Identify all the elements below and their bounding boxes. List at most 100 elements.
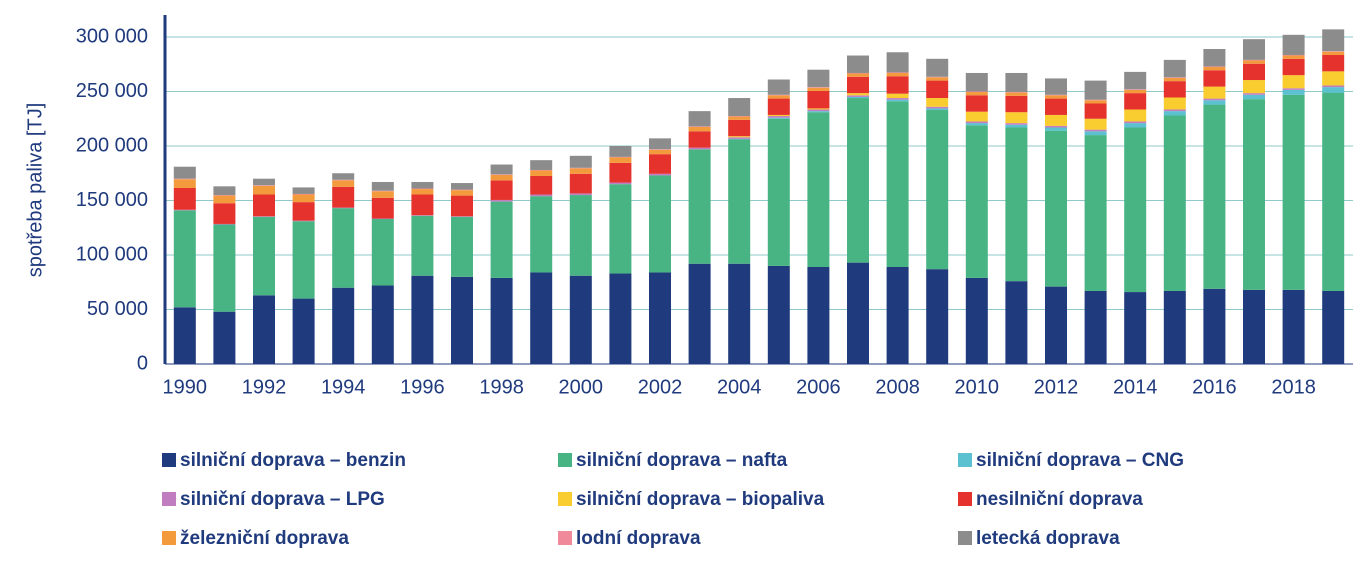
bar-segment [609, 184, 632, 274]
bar-segment [728, 116, 751, 120]
legend-label: silniční doprava – LPG [180, 489, 385, 510]
bar-segment [173, 178, 196, 180]
legend-label: silniční doprava – biopaliva [576, 489, 825, 510]
bar-segment [807, 111, 830, 113]
x-tick-label: 2002 [638, 376, 683, 398]
bar-segment [292, 193, 315, 195]
bar-segment [847, 95, 869, 97]
bar-segment [965, 92, 988, 96]
bar-segment [1243, 60, 1265, 64]
bar-segment [1322, 29, 1345, 52]
bar-segment [1163, 81, 1186, 98]
legend-label: silniční doprava – benzin [180, 450, 406, 471]
x-tick-label: 2018 [1271, 376, 1316, 398]
bar-segment [1203, 86, 1226, 99]
bar-segment [490, 199, 513, 202]
bar-segment [332, 186, 355, 208]
bar-segment [767, 118, 790, 266]
bar-segment [1322, 51, 1345, 52]
bar-segment [1282, 88, 1305, 90]
bar-segment [688, 131, 711, 148]
bar-segment [807, 109, 830, 112]
bar-segment [847, 73, 869, 77]
bar-segment [1045, 78, 1067, 95]
bar-segment [926, 106, 949, 109]
bar-segment [569, 167, 592, 169]
bar-segment [1203, 70, 1226, 87]
bar-segment [609, 146, 632, 157]
bar-segment [1045, 130, 1067, 287]
bar-segment [1124, 123, 1147, 128]
bar-segment [886, 76, 909, 94]
bar-segment [1124, 292, 1147, 364]
bar-segment [649, 272, 671, 364]
bar-segment [926, 58, 949, 77]
bar-segment [807, 87, 830, 88]
bar-segment [490, 180, 513, 200]
bar-segment [213, 195, 236, 204]
bar-segment [332, 179, 355, 181]
legend-swatch [162, 453, 176, 467]
bar-segment [767, 117, 790, 119]
bar-segment [1045, 114, 1067, 126]
bar-segment [1282, 54, 1305, 56]
bar-segment [1084, 100, 1107, 104]
bar-segment [688, 147, 711, 150]
bar-segment [411, 188, 434, 190]
bar-segment [1045, 94, 1067, 96]
bar-segment [1084, 135, 1107, 291]
bar-segment [728, 137, 751, 139]
bar-segment [1005, 95, 1028, 113]
bar-segment [173, 209, 196, 211]
bar-segment [1243, 289, 1265, 364]
bar-segment [292, 202, 315, 221]
bar-segment [1084, 99, 1107, 101]
x-tick-label: 2010 [955, 376, 1000, 398]
bar-segment [213, 203, 236, 224]
bar-segment [1322, 51, 1345, 55]
bar-segment [1282, 58, 1305, 76]
bar-segment [609, 182, 632, 185]
bar-segment [728, 116, 751, 117]
bar-segment [451, 190, 473, 196]
legend-swatch [558, 531, 572, 545]
bar-segment [1124, 89, 1147, 94]
bar-segment [847, 262, 869, 364]
bar-segment [1203, 104, 1226, 289]
bar-segment [490, 174, 513, 181]
x-tick-label: 1998 [479, 376, 524, 398]
bar-segment [886, 99, 909, 102]
bar-segment [847, 72, 869, 74]
bar-segment [1084, 80, 1107, 100]
bar-segment [847, 96, 869, 99]
bar-segment [411, 194, 434, 216]
bar-segment [807, 69, 830, 88]
bar-segment [213, 311, 236, 364]
bar-segment [569, 275, 592, 364]
bar-segment [253, 185, 275, 186]
bar-segment [767, 265, 790, 364]
bar-segment [1203, 98, 1226, 101]
bar-segment [1005, 123, 1028, 125]
bar-segment [569, 195, 592, 276]
bar-segment [649, 138, 671, 150]
legend-label: letecká doprava [976, 528, 1120, 549]
bar-segment [569, 168, 592, 174]
bar-segment [1243, 99, 1265, 290]
bar-segment [451, 216, 473, 277]
bar-segment [728, 139, 751, 264]
bar-segment [1322, 85, 1345, 88]
legend-swatch [162, 492, 176, 506]
bar-segment [411, 275, 434, 364]
bar-segment [490, 164, 513, 175]
bar-segment [332, 287, 355, 364]
x-tick-label: 2016 [1192, 376, 1237, 398]
bar-segment [569, 173, 592, 194]
bar-segment [1203, 66, 1226, 71]
bar-segment [490, 174, 513, 175]
bar-segment [1243, 93, 1265, 95]
bar-segment [965, 121, 988, 124]
bar-segment [767, 95, 790, 99]
bar-segment [1243, 39, 1265, 60]
y-tick-label: 150 000 [76, 189, 148, 211]
